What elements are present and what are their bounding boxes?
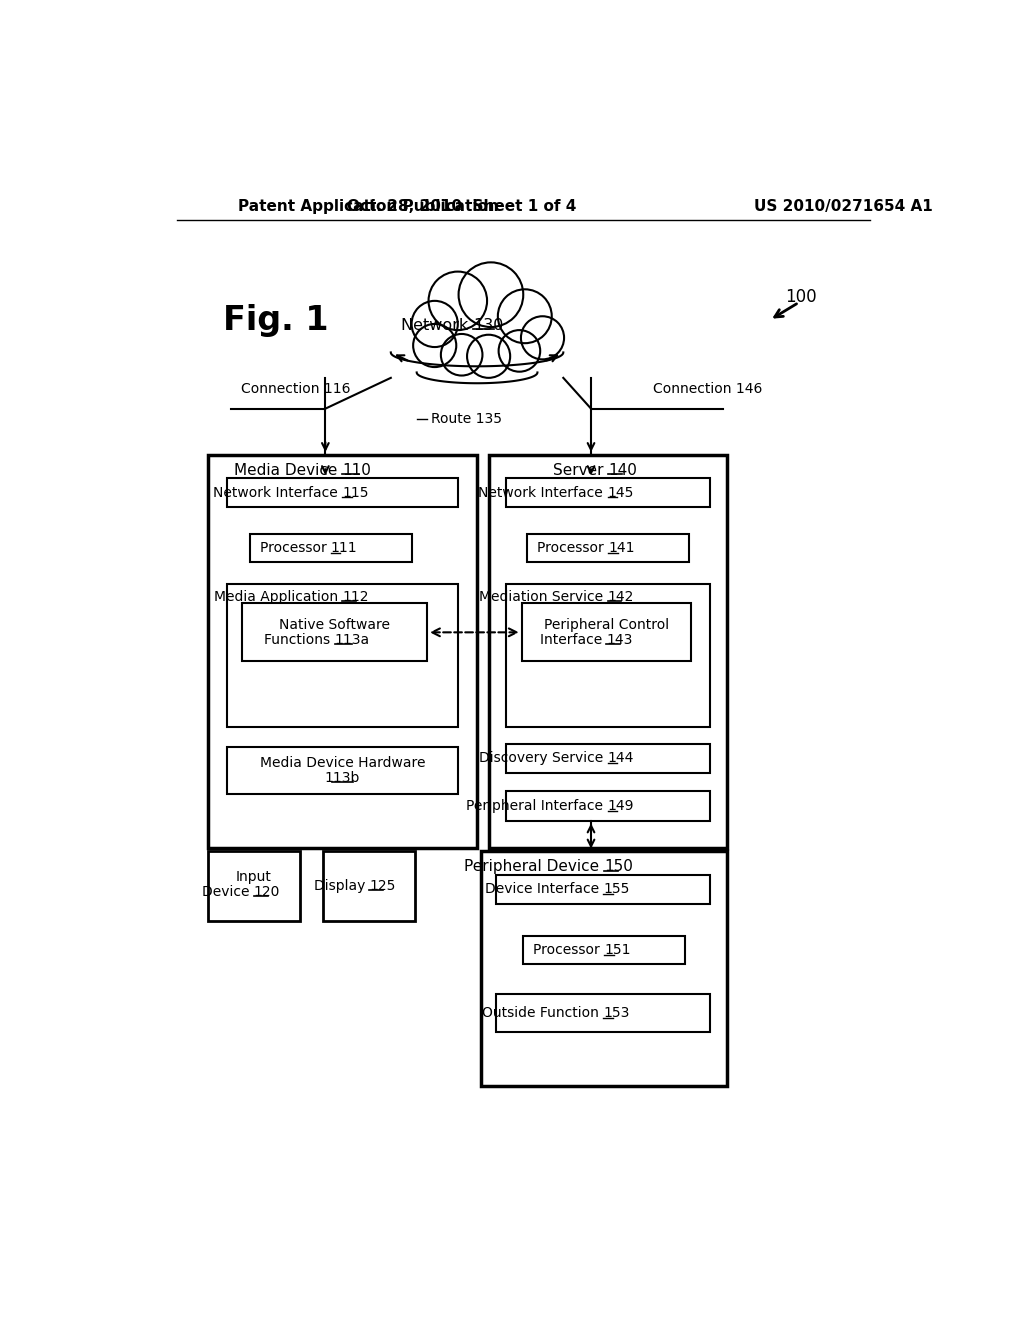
Text: Fig. 1: Fig. 1 [223,304,329,337]
Text: Media Device: Media Device [234,463,342,478]
Bar [488,455,727,847]
Bar [506,585,710,726]
Text: 151: 151 [604,942,631,957]
Text: 149: 149 [607,799,634,813]
Circle shape [413,323,457,367]
Text: Route 135: Route 135 [431,412,502,425]
Text: Processor: Processor [260,541,331,554]
Text: Server: Server [553,463,608,478]
Text: 130: 130 [473,318,504,333]
Text: Outside Function: Outside Function [482,1006,603,1020]
Bar [527,535,689,562]
Text: 140: 140 [608,463,637,478]
Text: Native Software: Native Software [280,618,390,632]
Circle shape [412,301,458,347]
Text: Mediation Service: Mediation Service [479,590,607,605]
Text: 100: 100 [784,288,816,306]
Text: Peripheral Control: Peripheral Control [544,618,669,632]
Bar [250,535,412,562]
Bar [523,936,685,964]
Text: Peripheral Device: Peripheral Device [464,859,604,874]
Text: Connection 146: Connection 146 [653,383,763,396]
Text: Media Application: Media Application [214,590,342,605]
Text: Processor: Processor [537,541,608,554]
Text: Input: Input [236,870,271,884]
Circle shape [467,335,510,378]
Text: Network: Network [400,318,473,333]
Bar [226,585,458,726]
Bar [506,792,710,821]
Bar [481,851,727,1086]
Bar [226,747,458,793]
Text: Network Interface: Network Interface [478,486,607,499]
Text: 150: 150 [604,859,633,874]
Bar [208,455,477,847]
Text: Display: Display [313,879,370,894]
Bar [323,851,416,921]
Text: Discovery Service: Discovery Service [479,751,607,766]
Text: Oct. 28, 2010  Sheet 1 of 4: Oct. 28, 2010 Sheet 1 of 4 [347,198,577,214]
Text: 155: 155 [603,882,630,896]
Circle shape [498,289,552,343]
Bar [506,478,710,507]
Text: 142: 142 [607,590,634,605]
Bar [243,603,427,661]
Text: 110: 110 [342,463,371,478]
Text: 144: 144 [607,751,634,766]
Circle shape [459,263,523,327]
Text: 113a: 113a [335,634,370,647]
Text: Functions: Functions [264,634,335,647]
Text: 113b: 113b [325,771,360,785]
Text: 145: 145 [607,486,634,499]
Bar [521,603,691,661]
Text: Network Interface: Network Interface [213,486,342,499]
Text: US 2010/0271654 A1: US 2010/0271654 A1 [755,198,933,214]
Bar [497,994,711,1032]
Text: Device: Device [202,886,254,899]
Bar [506,743,710,774]
Bar [226,478,458,507]
Bar [208,851,300,921]
Text: Patent Application Publication: Patent Application Publication [239,198,499,214]
Text: Connection 116: Connection 116 [242,383,351,396]
Text: 112: 112 [342,590,369,605]
Text: 115: 115 [342,486,369,499]
Bar [497,875,711,904]
Text: Processor: Processor [532,942,604,957]
Text: 111: 111 [331,541,357,554]
Text: Peripheral Interface: Peripheral Interface [466,799,607,813]
Text: Device Interface: Device Interface [484,882,603,896]
Circle shape [499,330,541,372]
Circle shape [441,334,482,375]
Text: Interface: Interface [540,634,606,647]
Text: 153: 153 [603,1006,630,1020]
Text: Media Device Hardware: Media Device Hardware [259,756,425,770]
Circle shape [521,317,564,359]
Text: 120: 120 [254,886,281,899]
Text: 125: 125 [370,879,395,894]
Circle shape [429,272,487,330]
Text: 143: 143 [606,634,633,647]
Text: 141: 141 [608,541,635,554]
